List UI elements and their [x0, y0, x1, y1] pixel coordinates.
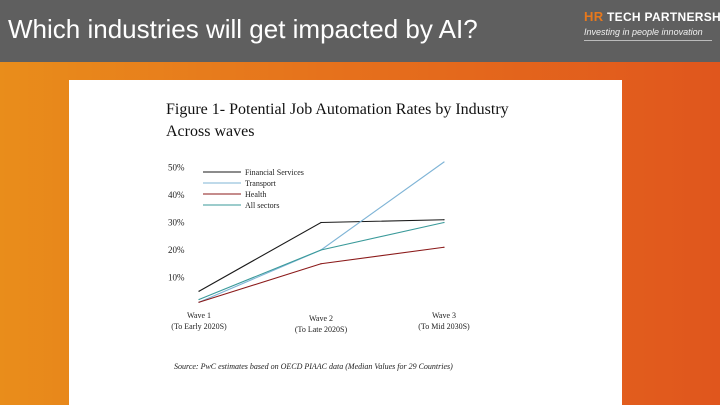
series-line-health [198, 246, 445, 303]
logo-wordmark: HR TECH PARTNERSHIP [584, 9, 720, 24]
y-tick-label: 30% [168, 218, 185, 228]
logo-divider [584, 40, 712, 41]
data-point [320, 221, 322, 224]
legend-label: Financial Services [245, 168, 304, 177]
y-tick-label: 50% [168, 163, 185, 173]
legend-label: All sectors [245, 201, 279, 210]
x-category-label: Wave 2 [309, 314, 333, 323]
page-title: Which industries will get impacted by AI… [8, 14, 478, 44]
line-chart: Figure 1- Potential Job Automation Rates… [166, 101, 509, 371]
chart-source: Source: PwC estimates based on OECD PIAA… [174, 362, 453, 371]
data-point [443, 246, 445, 248]
data-point [320, 249, 322, 251]
series-line-all-sectors [198, 221, 445, 301]
chart-card: Figure 1- Potential Job Automation Rates… [69, 80, 622, 405]
data-point [443, 219, 445, 221]
y-tick-label: 40% [168, 190, 185, 200]
x-category-sublabel: (To Early 2020S) [171, 322, 227, 331]
logo-tagline: Investing in people innovation [584, 27, 703, 37]
y-tick-label: 20% [168, 245, 185, 255]
legend-label: Transport [245, 179, 277, 188]
x-category-sublabel: (To Mid 2030S) [418, 322, 470, 331]
data-point [198, 301, 200, 303]
chart-title-line-2: Across waves [166, 123, 254, 140]
logo-brand: HR [584, 9, 604, 24]
chart-title-line-1: Figure 1- Potential Job Automation Rates… [166, 101, 509, 118]
x-category-label: Wave 1 [187, 311, 211, 320]
company-logo: HR TECH PARTNERSHIP Investing in people … [584, 9, 720, 49]
x-category-sublabel: (To Late 2020S) [295, 325, 348, 334]
header-bar: Which industries will get impacted by AI… [0, 0, 720, 62]
legend-label: Health [245, 190, 266, 199]
data-point [320, 263, 322, 265]
y-tick-label: 10% [168, 273, 185, 283]
data-point [198, 298, 200, 301]
x-category-label: Wave 3 [432, 311, 456, 320]
data-point [443, 221, 445, 224]
data-point [198, 290, 200, 292]
logo-name: TECH PARTNERSHIP [607, 10, 720, 24]
data-point [443, 161, 445, 163]
